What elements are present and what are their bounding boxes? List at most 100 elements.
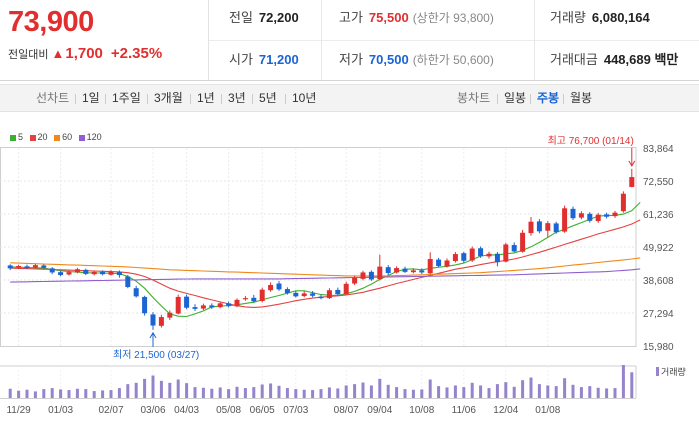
candle-body <box>343 283 349 295</box>
volume-bar <box>84 389 88 398</box>
volume-legend-swatch <box>656 367 659 376</box>
candle-body <box>570 208 576 219</box>
stat-value: 75,500 <box>368 10 409 25</box>
divider <box>285 94 286 104</box>
stat-value: 448,689 <box>603 52 651 67</box>
period-monthly[interactable]: 월봉 <box>570 91 593 105</box>
stat-low: 저가 70,500 (하한가 50,600) <box>339 50 494 70</box>
volume-bar <box>260 384 264 398</box>
divider <box>563 94 564 104</box>
x-tick-label: 11/06 <box>452 405 477 416</box>
price-box: 73,900 전일대비 ▲1,700 +2.35% <box>0 0 209 80</box>
candle-body <box>116 271 122 276</box>
volume-bar <box>554 386 558 398</box>
x-tick-label: 10/08 <box>409 405 434 416</box>
candle-body <box>91 271 97 275</box>
candle-body <box>301 293 307 297</box>
volume-bar <box>327 387 331 398</box>
volume-bar <box>17 390 21 398</box>
candle-body <box>545 223 551 231</box>
period-1y[interactable]: 1년 <box>197 91 215 105</box>
volume-bar <box>563 378 567 398</box>
volume-bar <box>75 388 79 398</box>
stat-label: 시가 <box>229 52 253 67</box>
volume-bar <box>117 388 121 398</box>
candles <box>7 168 635 330</box>
volume-bar <box>311 390 315 398</box>
stat-label: 거래대금 <box>550 52 598 67</box>
divider <box>209 40 699 41</box>
candle-body <box>595 214 601 222</box>
period-weekly[interactable]: 주봉 <box>537 91 560 105</box>
volume-bar <box>437 386 441 398</box>
max-price-label: 최고 76,700 (01/14) <box>548 135 634 147</box>
period-3y[interactable]: 3년 <box>228 91 246 105</box>
volume-bar <box>588 386 592 398</box>
y-tick-label: 27,294 <box>643 309 674 320</box>
volume-bar <box>512 386 516 398</box>
volume-bar <box>143 378 147 398</box>
volume-bar <box>571 384 575 398</box>
divider <box>190 94 191 104</box>
change-value: 1,700 <box>65 45 103 62</box>
candle-body <box>629 177 635 187</box>
volume-bar <box>487 388 491 398</box>
candle-body <box>452 254 458 262</box>
volume-bar <box>126 384 130 398</box>
candle-body <box>217 303 223 308</box>
period-5y[interactable]: 5년 <box>259 91 277 105</box>
volume-bar <box>294 389 298 398</box>
volume-bar <box>378 378 382 398</box>
volume-bar <box>33 391 37 398</box>
moving-averages <box>10 202 641 318</box>
period-1d[interactable]: 1일 <box>82 91 100 105</box>
candle-body <box>494 253 500 263</box>
candle-body <box>444 260 450 267</box>
volume-bar <box>630 372 634 398</box>
volume-bar <box>521 380 525 398</box>
legend-swatch <box>10 134 16 141</box>
volume-bar <box>168 382 172 398</box>
volume-bar <box>319 389 323 398</box>
volume-bar <box>369 385 373 398</box>
volume-bar <box>134 382 138 398</box>
candle-body <box>150 314 156 326</box>
candle-body <box>242 298 248 300</box>
volume-bar <box>277 385 281 398</box>
stat-unit: 백만 <box>654 52 679 67</box>
candle-body <box>58 272 64 276</box>
legend-swatch <box>29 134 36 141</box>
volume-bar <box>361 382 365 398</box>
divider <box>497 94 498 104</box>
stat-label: 저가 <box>339 52 363 67</box>
candle-body <box>24 266 30 269</box>
volume-bar <box>185 383 189 398</box>
volume-bar <box>227 389 231 398</box>
candle-body <box>604 214 610 217</box>
candle-body <box>74 269 80 273</box>
candle-chart-label: 봉차트 <box>457 91 491 105</box>
candle-body <box>184 296 190 308</box>
stat-label: 거래량 <box>550 10 586 25</box>
volume-bar <box>621 365 625 398</box>
candle-body <box>486 253 492 257</box>
period-10y[interactable]: 10년 <box>292 91 317 105</box>
y-tick-label: 15,980 <box>643 342 674 353</box>
volume-bar <box>109 390 113 398</box>
divider <box>221 94 222 104</box>
period-3m[interactable]: 3개월 <box>154 91 183 105</box>
y-axis-labels: 83,864 72,550 61,236 49,922 38,608 27,294 15,9… <box>643 144 674 353</box>
min-price-label: 최저 21,500 (03/27) <box>113 349 199 361</box>
volume-bar <box>613 388 617 398</box>
volume-bar <box>353 384 357 398</box>
candle-body <box>293 292 299 297</box>
period-daily[interactable]: 일봉 <box>504 91 527 105</box>
candle-body <box>268 284 274 291</box>
period-1w[interactable]: 1주일 <box>112 91 141 105</box>
stat-value: 6,080,164 <box>591 10 650 25</box>
candle-body <box>83 269 89 274</box>
candle-body <box>427 259 433 274</box>
volume-bar <box>201 387 205 398</box>
candle-body <box>511 245 517 252</box>
volume-bar <box>252 387 256 398</box>
